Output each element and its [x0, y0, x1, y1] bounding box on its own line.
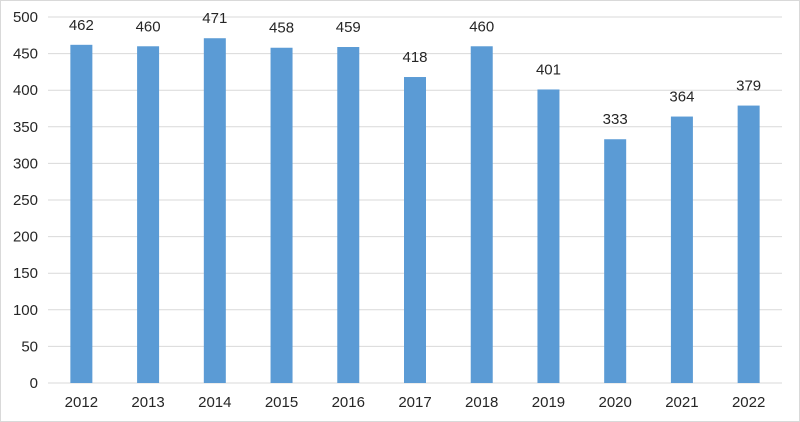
- data-labels: 462 460 471 458 459 418 460 401 333 364 379: [69, 10, 761, 128]
- x-tick-label-2014: 2014: [198, 394, 231, 411]
- x-tick-label-2017: 2017: [398, 394, 431, 411]
- y-tick-label: 400: [13, 82, 38, 99]
- y-axis-tick-labels: 0 50 100 150 200 250 300 350 400 450 500: [13, 9, 38, 392]
- y-tick-label: 150: [13, 265, 38, 282]
- bar-2016: [337, 47, 360, 384]
- bars: [70, 38, 760, 384]
- x-tick-label-2016: 2016: [332, 394, 365, 411]
- bar-2013: [137, 46, 160, 383]
- x-tick-label-2012: 2012: [65, 394, 98, 411]
- data-label-2013: 460: [136, 18, 161, 35]
- x-tick-label-2021: 2021: [665, 394, 698, 411]
- x-tick-label-2015: 2015: [265, 394, 298, 411]
- bar-2018: [470, 46, 493, 383]
- x-tick-label-2022: 2022: [732, 394, 765, 411]
- y-tick-label: 50: [21, 338, 38, 355]
- x-tick-label-2019: 2019: [532, 394, 565, 411]
- y-tick-label: 500: [13, 9, 38, 26]
- bar-2020: [604, 139, 627, 383]
- y-tick-label: 300: [13, 155, 38, 172]
- bar-2021: [670, 116, 693, 383]
- bar-2022: [737, 105, 760, 384]
- x-axis-tick-labels: 2012 2013 2014 2015 2016 2017 2018 2019 2020 2021…: [65, 394, 766, 411]
- y-tick-label: 0: [30, 375, 38, 392]
- data-label-2018: 460: [469, 18, 494, 35]
- data-label-2016: 459: [336, 19, 361, 36]
- data-label-2022: 379: [736, 78, 761, 95]
- y-tick-label: 250: [13, 192, 38, 209]
- data-label-2017: 418: [402, 49, 427, 66]
- data-label-2012: 462: [69, 17, 94, 34]
- bar-2015: [270, 47, 293, 384]
- x-tick-label-2013: 2013: [131, 394, 164, 411]
- x-tick-label-2020: 2020: [598, 394, 631, 411]
- data-label-2015: 458: [269, 20, 294, 37]
- x-tick-label-2018: 2018: [465, 394, 498, 411]
- data-label-2014: 471: [202, 10, 227, 27]
- y-tick-label: 350: [13, 119, 38, 136]
- data-label-2020: 333: [603, 111, 628, 128]
- y-tick-label: 100: [13, 302, 38, 319]
- y-tick-label: 450: [13, 46, 38, 63]
- bar-2014: [203, 38, 226, 384]
- bar-2019: [537, 89, 560, 383]
- data-label-2019: 401: [536, 61, 561, 78]
- bar-2012: [70, 44, 93, 383]
- bar-2017: [404, 77, 426, 384]
- y-tick-label: 200: [13, 229, 38, 246]
- data-label-2021: 364: [669, 89, 694, 106]
